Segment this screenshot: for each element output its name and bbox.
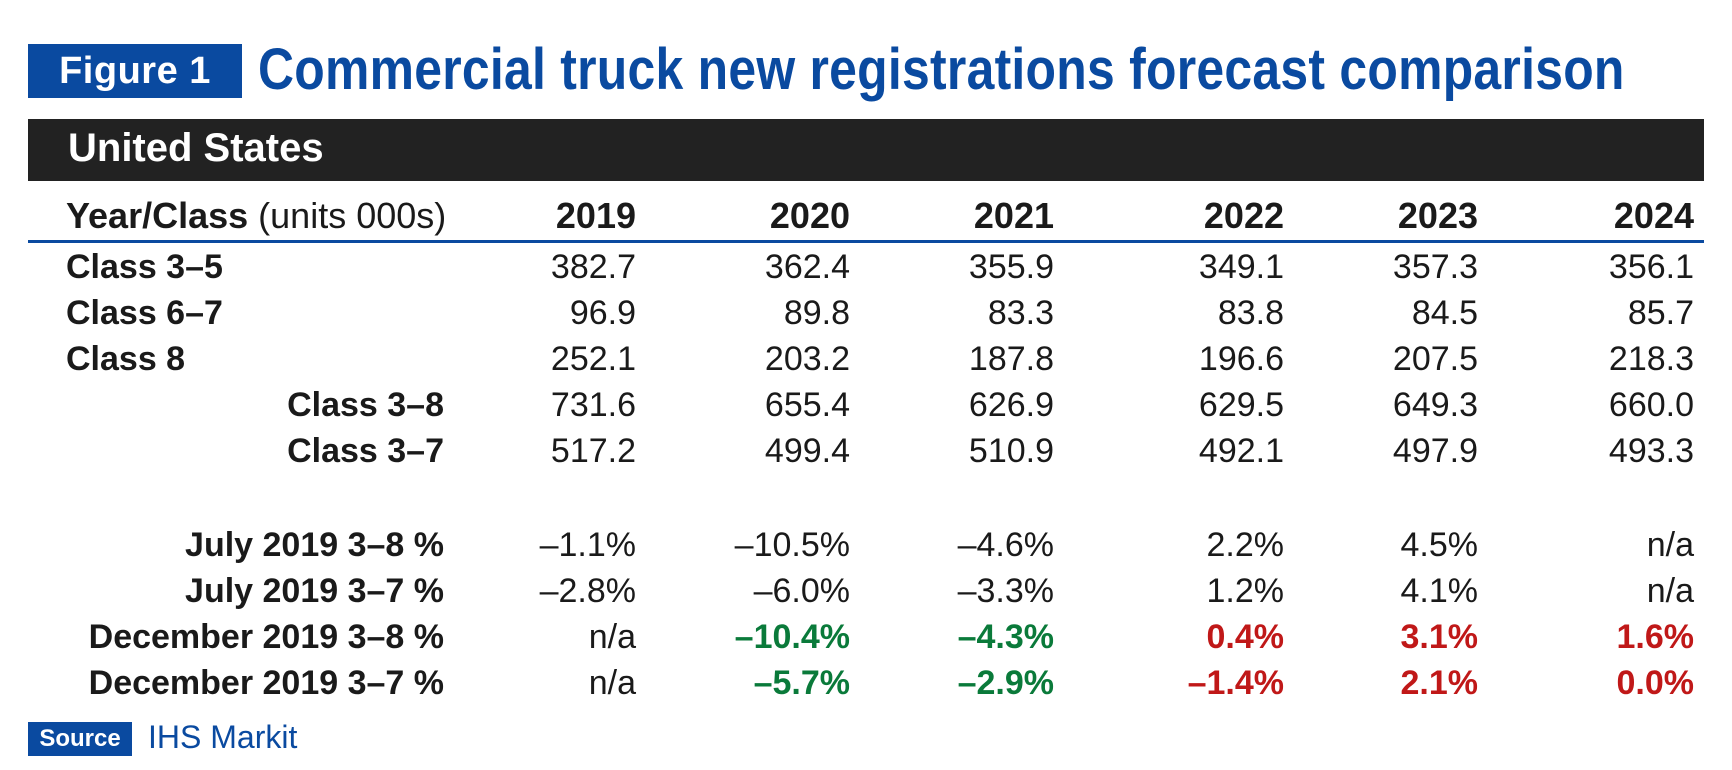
table-cell: 356.1 [1608, 248, 1694, 286]
table-cell: –4.6% [957, 526, 1054, 564]
table-cell: 492.1 [1198, 432, 1284, 470]
table-cell: 510.9 [968, 432, 1054, 470]
table-cell: n/a [1646, 572, 1694, 610]
row-label: December 2019 3–8 % [88, 618, 444, 656]
table-cell: 83.3 [987, 294, 1054, 332]
year-header-2024: 2024 [1613, 195, 1694, 236]
table-cell: –10.4% [734, 618, 850, 656]
table-cell: 84.5 [1411, 294, 1478, 332]
figure-title: Commercial truck new registrations forec… [258, 37, 1625, 102]
row-label: Class 3–7 [287, 432, 444, 470]
table-cell: 649.3 [1392, 386, 1478, 424]
table-cell: 83.8 [1217, 294, 1284, 332]
table-cell: –1.1% [539, 526, 636, 564]
table-cell: 382.7 [550, 248, 636, 286]
year-header-2019: 2019 [555, 195, 636, 236]
table-cell: 349.1 [1198, 248, 1284, 286]
table-cell: 4.5% [1400, 526, 1479, 564]
table-cell: –3.3% [957, 572, 1054, 610]
table-cell: 3.1% [1400, 618, 1479, 656]
table-cell: 629.5 [1198, 386, 1284, 424]
table-cell: 660.0 [1608, 386, 1694, 424]
row-label: Class 6–7 [66, 294, 223, 332]
year-header-2021: 2021 [973, 195, 1054, 236]
table-cell: 0.0% [1616, 664, 1695, 702]
table-cell: –2.9% [957, 664, 1054, 702]
table-cell: 187.8 [968, 340, 1054, 378]
table-cell: 2.1% [1400, 664, 1479, 702]
table-cell: –5.7% [753, 664, 850, 702]
region-band: United States [28, 119, 1704, 181]
table-cell: 357.3 [1392, 248, 1478, 286]
table-cell: 626.9 [968, 386, 1054, 424]
row-label: Class 8 [66, 340, 186, 378]
table-cell: 4.1% [1400, 572, 1479, 610]
table-cell: 1.6% [1616, 618, 1695, 656]
row-label: July 2019 3–7 % [185, 572, 444, 610]
year-header-2023: 2023 [1397, 195, 1478, 236]
table-cell: 196.6 [1198, 340, 1284, 378]
year-header-2020: 2020 [769, 195, 850, 236]
table-cell: 203.2 [764, 340, 850, 378]
table-cell: 362.4 [764, 248, 850, 286]
header-label: Year/Class (units 000s) [66, 195, 446, 237]
table-cell: 493.3 [1608, 432, 1694, 470]
table-cell: 655.4 [764, 386, 850, 424]
region-label: United States [68, 126, 324, 170]
table-cell: 517.2 [550, 432, 636, 470]
table-cell: 0.4% [1206, 618, 1285, 656]
source-badge: Source [28, 722, 132, 756]
header-label-bold: Year/Class [66, 195, 249, 236]
row-label: Class 3–5 [66, 248, 223, 286]
table-cell: –4.3% [957, 618, 1054, 656]
table-cell: –2.8% [539, 572, 636, 610]
table-cell: n/a [588, 664, 636, 702]
row-label: Class 3–8 [287, 386, 444, 424]
table-cell: n/a [588, 618, 636, 656]
table-cell: 89.8 [783, 294, 850, 332]
row-label: July 2019 3–8 % [185, 526, 444, 564]
table-cell: 207.5 [1392, 340, 1478, 378]
table-cell: 252.1 [550, 340, 636, 378]
table-cell: n/a [1646, 526, 1694, 564]
header-label-unit: (units 000s) [248, 195, 447, 236]
year-header-2022: 2022 [1203, 195, 1284, 236]
table-cell: –10.5% [734, 526, 850, 564]
table-cell: 2.2% [1206, 526, 1285, 564]
table-cell: 731.6 [550, 386, 636, 424]
table-cell: 497.9 [1392, 432, 1478, 470]
table-cell: 355.9 [968, 248, 1054, 286]
table-cell: 499.4 [764, 432, 850, 470]
table-cell: 85.7 [1627, 294, 1694, 332]
header-rule [28, 240, 1704, 243]
source-text: IHS Markit [148, 719, 298, 755]
table-cell: 96.9 [569, 294, 636, 332]
table-cell: 1.2% [1206, 572, 1285, 610]
figure-label: Figure 1 [28, 44, 242, 98]
row-label: December 2019 3–7 % [88, 664, 444, 702]
table-cell: –6.0% [753, 572, 850, 610]
table-cell: 218.3 [1608, 340, 1694, 378]
table-cell: –1.4% [1187, 664, 1284, 702]
